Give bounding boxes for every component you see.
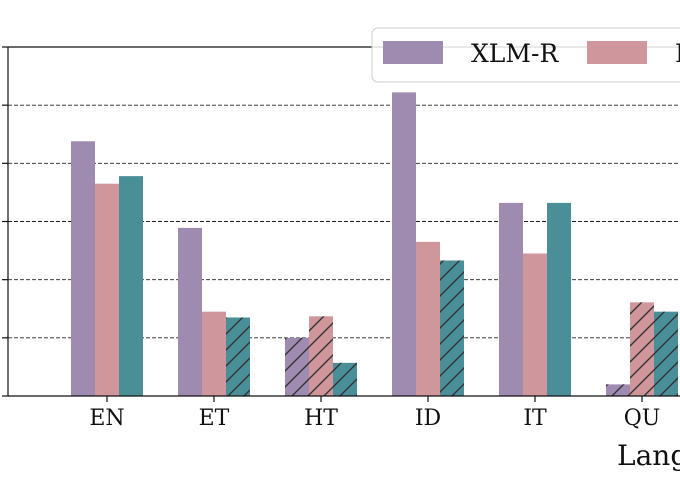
- bar: [523, 253, 547, 396]
- legend-swatch: [587, 41, 647, 64]
- x-axis-label: Lang: [617, 439, 680, 472]
- x-tick-label: HT: [304, 406, 338, 431]
- bar-hatch: [333, 362, 357, 396]
- legend: XLM-R M: [371, 27, 680, 83]
- bar: [71, 141, 95, 396]
- legend-label: M: [675, 39, 680, 68]
- bar: [547, 202, 571, 396]
- bar-hatch: [285, 337, 309, 396]
- x-tick-labels: EN ET HT ID IT QU: [89, 406, 660, 431]
- bar-hatch: [309, 316, 333, 396]
- bar: [416, 241, 440, 396]
- bar-hatch: [630, 302, 654, 396]
- x-tick-label: EN: [89, 406, 124, 431]
- bar-hatch: [606, 384, 630, 396]
- bar-hatch: [440, 260, 464, 396]
- bar: [119, 176, 143, 396]
- legend-swatch: [383, 41, 443, 64]
- x-tick-label: QU: [624, 406, 661, 431]
- bar-hatch: [226, 317, 250, 396]
- bar: [392, 92, 416, 397]
- bar-hatch: [654, 311, 678, 396]
- bar: [202, 311, 226, 396]
- bar: [95, 183, 119, 396]
- bars: [71, 92, 678, 397]
- x-tick-label: ET: [199, 406, 230, 431]
- legend-label: XLM-R: [471, 39, 559, 68]
- x-tick-label: ID: [415, 406, 441, 431]
- bar: [499, 202, 523, 396]
- x-tick-label: IT: [523, 406, 547, 431]
- bar: [178, 227, 202, 396]
